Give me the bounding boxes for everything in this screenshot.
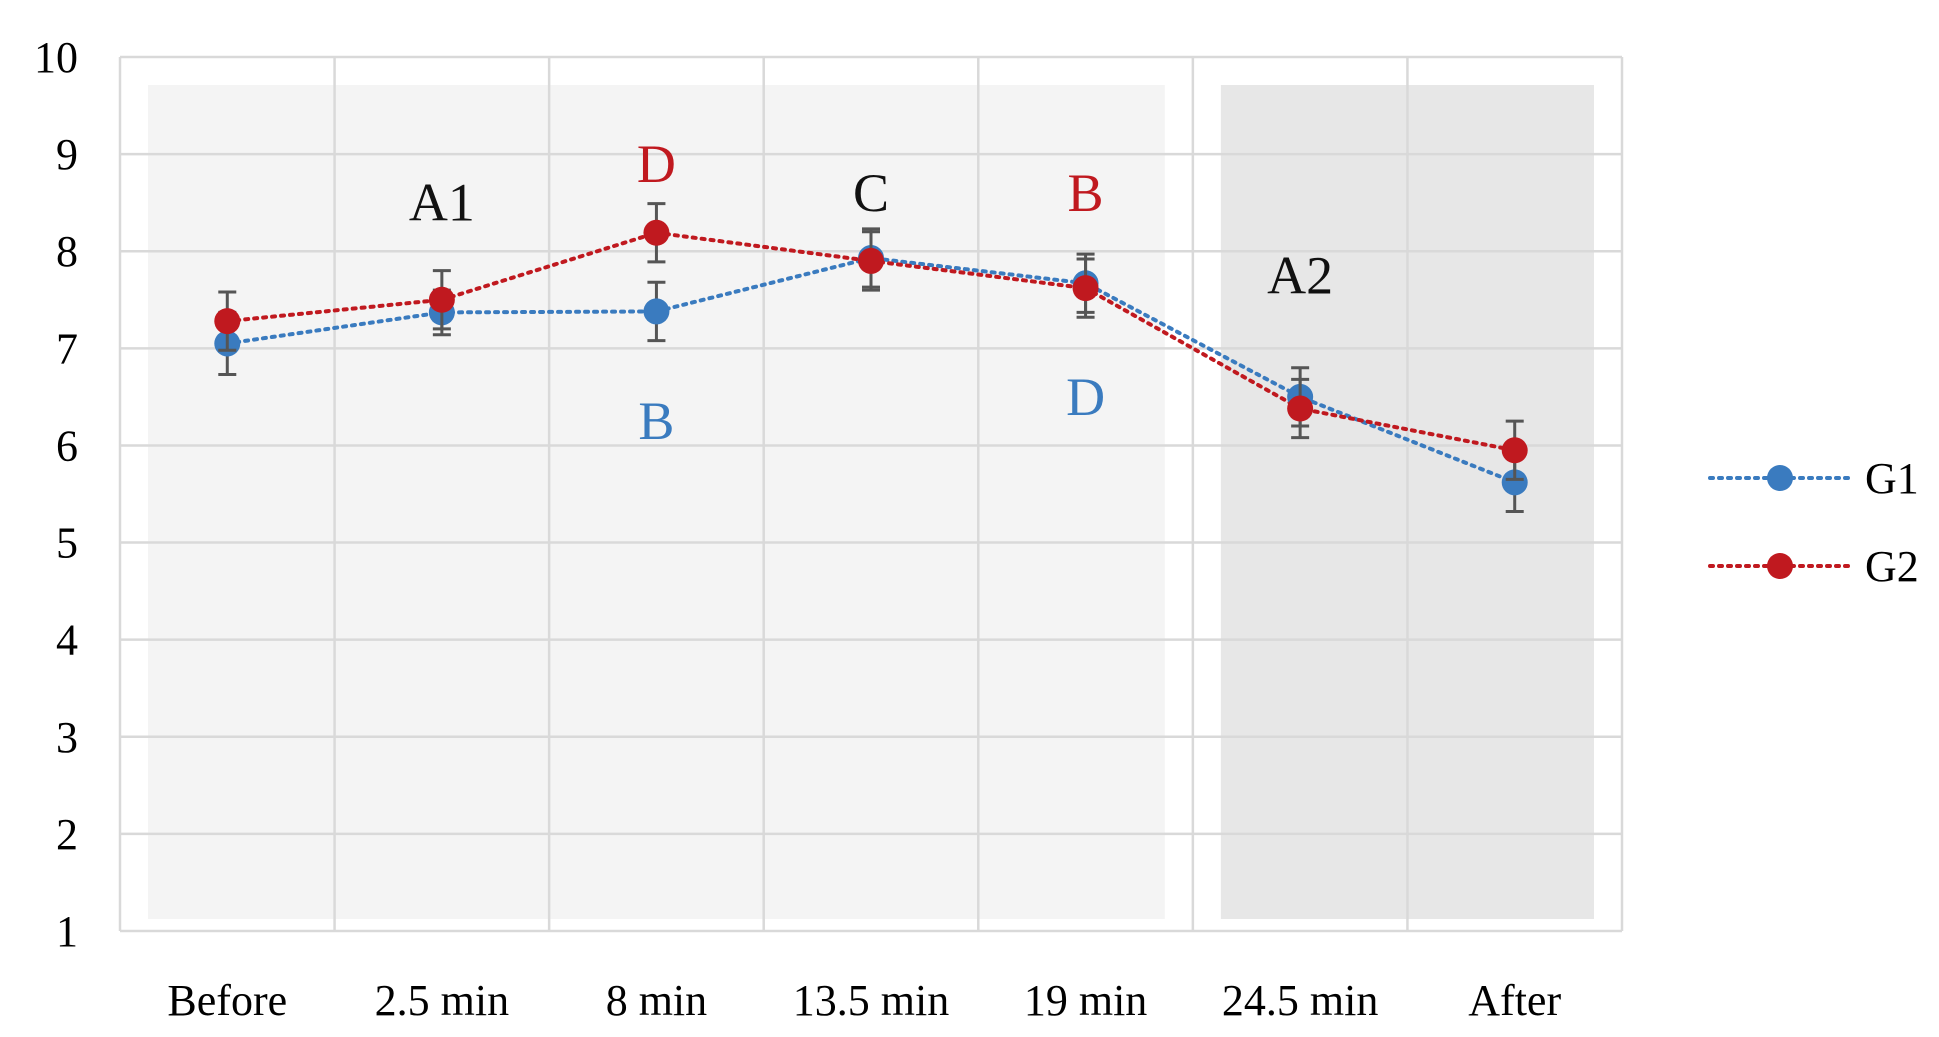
annotation-label: A2: [1267, 246, 1333, 306]
y-tick-label: 1: [56, 907, 78, 956]
y-tick-label: 9: [56, 130, 78, 179]
y-tick-label: 3: [56, 713, 78, 762]
data-point: [643, 219, 670, 246]
data-point: [858, 247, 884, 274]
annotation-label: B: [1068, 163, 1104, 223]
annotation-label: B: [638, 391, 674, 451]
legend-marker: [1767, 553, 1793, 579]
data-point: [1501, 437, 1528, 464]
y-tick-label: 10: [34, 33, 78, 82]
annotation-label: D: [1066, 367, 1105, 427]
legend-marker: [1767, 465, 1793, 491]
annotations: A1 D B C B D A2: [409, 134, 1333, 451]
y-tick-label: 4: [56, 616, 78, 665]
x-tick-label: 8 min: [606, 976, 707, 1025]
series-marks-g2: [214, 202, 1528, 481]
series-lines: [214, 202, 1528, 513]
y-tick-label: 7: [56, 324, 78, 373]
legend-item-g2: G2: [1708, 542, 1919, 591]
data-point: [1287, 395, 1314, 422]
data-point: [643, 298, 670, 325]
legend-label: G2: [1865, 542, 1919, 591]
x-tick-label: 19 min: [1024, 976, 1147, 1025]
axes: 1 2 3 4 5 6 7 8 9 10 Before 2.5 min 8 min 13.5 min 19 …: [34, 33, 1561, 1025]
legend: G1 G2: [1708, 454, 1919, 591]
annotation-label: A1: [409, 173, 475, 233]
data-point: [1072, 275, 1099, 302]
y-tick-label: 6: [56, 421, 78, 470]
x-tick-label: After: [1468, 976, 1561, 1025]
x-tick-label: Before: [167, 976, 287, 1025]
data-point: [428, 286, 455, 313]
x-tick-label: 2.5 min: [375, 976, 509, 1025]
y-tick-label: 2: [56, 810, 78, 859]
data-point: [1501, 469, 1528, 496]
annotation-label: D: [637, 134, 676, 194]
x-tick-label: 24.5 min: [1222, 976, 1378, 1025]
x-tick-label: 13.5 min: [793, 976, 949, 1025]
legend-label: G1: [1865, 454, 1919, 503]
legend-item-g1: G1: [1708, 454, 1919, 503]
annotation-label: C: [853, 163, 889, 223]
y-tick-label: 5: [56, 519, 78, 568]
data-point: [214, 308, 241, 335]
y-tick-label: 8: [56, 227, 78, 276]
